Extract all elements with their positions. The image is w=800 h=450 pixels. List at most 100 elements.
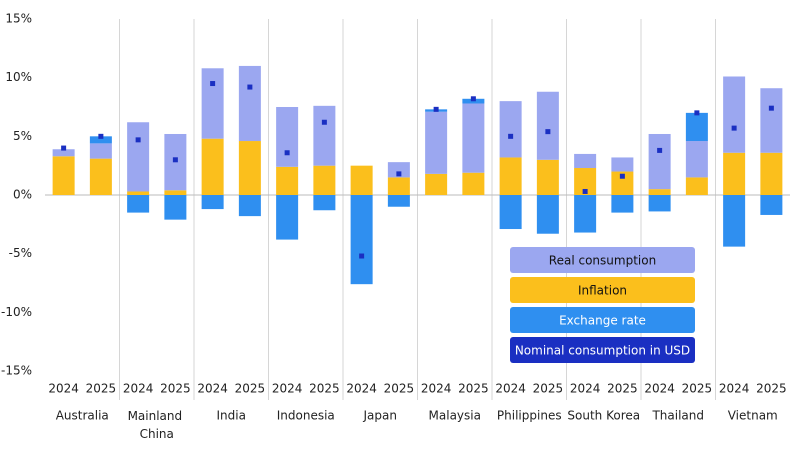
nominal-marker bbox=[98, 133, 104, 139]
bar-segment bbox=[685, 112, 708, 142]
x-tick-label: 2024 bbox=[272, 382, 303, 396]
bar-segment bbox=[89, 136, 112, 144]
bar-segment bbox=[387, 177, 410, 195]
x-tick-label: 2025 bbox=[160, 382, 191, 396]
bar-segment bbox=[536, 159, 559, 195]
bar-segment bbox=[201, 138, 224, 195]
bar-segment bbox=[499, 101, 522, 158]
legend-swatch bbox=[510, 277, 695, 303]
bar-segment bbox=[313, 195, 336, 211]
bar-segment bbox=[760, 88, 783, 153]
group-label: South Korea bbox=[567, 409, 640, 423]
y-tick-label: -10% bbox=[1, 305, 32, 319]
x-tick-label: 2025 bbox=[533, 382, 564, 396]
nominal-marker bbox=[768, 105, 774, 111]
nominal-marker bbox=[508, 133, 514, 139]
bar-segment bbox=[238, 141, 261, 195]
bar-segment bbox=[685, 177, 708, 195]
bar-segment bbox=[201, 68, 224, 139]
bar-segment bbox=[499, 195, 522, 230]
bar-segment bbox=[89, 158, 112, 195]
nominal-marker bbox=[582, 188, 588, 194]
bar-segment bbox=[425, 111, 448, 174]
nominal-marker bbox=[210, 81, 216, 87]
legend-swatch bbox=[510, 337, 695, 363]
bar-segment bbox=[536, 91, 559, 160]
bar-segment bbox=[127, 195, 150, 213]
bar-segment bbox=[201, 195, 224, 210]
nominal-marker bbox=[619, 173, 625, 179]
bar-segment bbox=[52, 156, 75, 195]
x-tick-label: 2024 bbox=[346, 382, 377, 396]
group-label: Mainland China bbox=[128, 409, 186, 441]
x-tick-label: 2025 bbox=[86, 382, 117, 396]
nominal-marker bbox=[433, 106, 439, 112]
x-tick-label: 2025 bbox=[756, 382, 787, 396]
bar-segment bbox=[723, 76, 746, 153]
bar-segment bbox=[238, 65, 261, 142]
bar-segment bbox=[387, 162, 410, 178]
bar-segment bbox=[611, 157, 634, 172]
bar-segment bbox=[313, 105, 336, 166]
bar-segment bbox=[462, 172, 485, 195]
nominal-marker bbox=[284, 150, 290, 156]
nominal-marker bbox=[359, 253, 365, 259]
legend-swatch bbox=[510, 247, 695, 273]
bar-segment bbox=[164, 195, 187, 220]
bar-segment bbox=[648, 189, 671, 195]
nominal-marker bbox=[657, 147, 663, 153]
x-tick-label: 2024 bbox=[644, 382, 675, 396]
bar-segment bbox=[611, 171, 634, 195]
y-tick-label: 10% bbox=[5, 70, 32, 84]
group-label: Vietnam bbox=[728, 409, 778, 423]
bar-segment bbox=[276, 166, 299, 195]
nominal-marker bbox=[470, 96, 476, 102]
bar-segment bbox=[127, 191, 150, 195]
group-label: Indonesia bbox=[277, 409, 335, 423]
bar-segment bbox=[425, 173, 448, 195]
bar-segment bbox=[574, 168, 597, 195]
nominal-marker bbox=[247, 84, 253, 90]
x-tick-label: 2024 bbox=[495, 382, 526, 396]
bar-segment bbox=[574, 153, 597, 169]
bar-segment bbox=[648, 133, 671, 190]
y-tick-label: -5% bbox=[9, 246, 32, 260]
bar-segment bbox=[52, 149, 75, 157]
bar-segment bbox=[536, 195, 559, 234]
group-label: Australia bbox=[56, 409, 109, 423]
x-tick-label: 2024 bbox=[719, 382, 750, 396]
x-tick-label: 2024 bbox=[48, 382, 79, 396]
bar-segment bbox=[611, 195, 634, 213]
legend-label: Exchange rate bbox=[559, 314, 646, 328]
bar-segment bbox=[685, 141, 708, 178]
x-tick-label: 2024 bbox=[421, 382, 452, 396]
y-tick-label: -15% bbox=[1, 364, 32, 378]
nominal-marker bbox=[61, 145, 67, 151]
bar-segment bbox=[387, 195, 410, 207]
x-tick-label: 2025 bbox=[235, 382, 266, 396]
x-tick-label: 2025 bbox=[458, 382, 489, 396]
x-tick-label: 2024 bbox=[123, 382, 154, 396]
bar-segment bbox=[574, 195, 597, 233]
bar-segment bbox=[462, 103, 485, 173]
bar-segment bbox=[89, 143, 112, 159]
nominal-marker bbox=[396, 171, 402, 177]
bar-segment bbox=[723, 152, 746, 195]
bar-segment bbox=[238, 195, 261, 217]
group-label: Japan bbox=[363, 409, 397, 423]
group-label: Philippines bbox=[497, 409, 562, 423]
bar-segment bbox=[648, 195, 671, 212]
x-tick-label: 2025 bbox=[607, 382, 638, 396]
nominal-marker bbox=[731, 125, 737, 131]
bar-segment bbox=[499, 157, 522, 195]
legend-label: Inflation bbox=[578, 284, 627, 298]
bar-segment bbox=[760, 195, 783, 215]
group-label: Thailand bbox=[651, 409, 704, 423]
legend-label: Nominal consumption in USD bbox=[515, 344, 690, 358]
legend-label: Real consumption bbox=[549, 254, 656, 268]
x-tick-label: 2025 bbox=[309, 382, 340, 396]
legend-swatch bbox=[510, 307, 695, 333]
bar-segment bbox=[350, 195, 373, 285]
bar-segment bbox=[127, 122, 150, 192]
